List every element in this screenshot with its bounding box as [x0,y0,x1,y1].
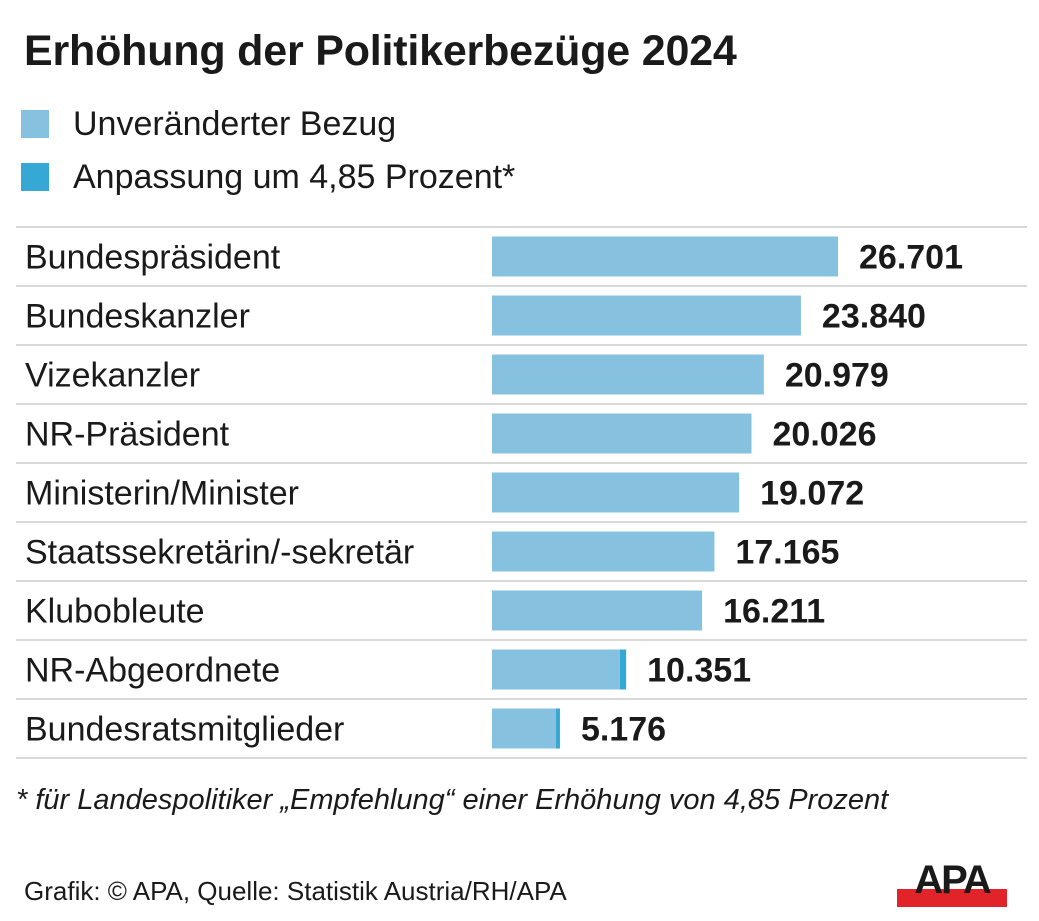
category-label: Bundesratsmitglieder [25,711,344,749]
value-label: 5.176 [581,711,666,749]
bar-adjustment [619,649,627,690]
value-label: 20.026 [773,416,877,454]
source-credit: Grafik: © APA, Quelle: Statistik Austria… [24,876,567,906]
legend-item-adjustment: Anpassung um 4,85 Prozent* [21,158,516,196]
legend-item-unchanged: Unveränderter Bezug [21,105,397,143]
value-label: 19.072 [760,475,864,513]
bar-adjustment [555,708,560,749]
category-label: Bundespräsident [25,239,281,277]
bar-unchanged [492,413,752,454]
category-label: Vizekanzler [25,357,200,395]
value-label: 10.351 [647,652,751,690]
value-label: 16.211 [723,593,825,631]
value-label: 26.701 [859,239,963,277]
category-label: Ministerin/Minister [25,475,299,513]
chart-title: Erhöhung der Politikerbezüge 2024 [24,27,737,75]
category-label: NR-Präsident [25,416,230,454]
value-label: 23.840 [822,298,926,336]
bar-unchanged [492,236,838,277]
bar-unchanged [492,472,740,513]
category-label: Klubobleute [25,593,205,631]
logo-text: APA [914,858,991,902]
bar-unchanged [492,531,715,572]
legend-label-unchanged: Unveränderter Bezug [73,105,397,143]
bar-unchanged [492,354,764,395]
bar-chart: Bundespräsident 26.701 Bundeskanzler 23.840… [16,226,1027,759]
value-label: 20.979 [785,357,889,395]
footnote: * für Landespolitiker „Empfehlung“ einer… [16,784,889,816]
apa-logo: APA [897,858,1007,907]
value-label: 17.165 [735,534,839,572]
bar-unchanged [492,708,556,749]
bar-unchanged [492,649,620,690]
bar-unchanged [492,590,703,631]
legend-swatch-adjustment [21,163,49,191]
logo-red-bar [897,889,1007,907]
legend-label-adjustment: Anpassung um 4,85 Prozent* [73,158,516,196]
legend-swatch-unchanged [21,110,49,138]
category-label: Bundeskanzler [25,298,250,336]
bar-unchanged [492,295,801,336]
category-label: NR-Abgeordnete [25,652,280,690]
category-label: Staatssekretärin/-sekretär [25,534,414,572]
